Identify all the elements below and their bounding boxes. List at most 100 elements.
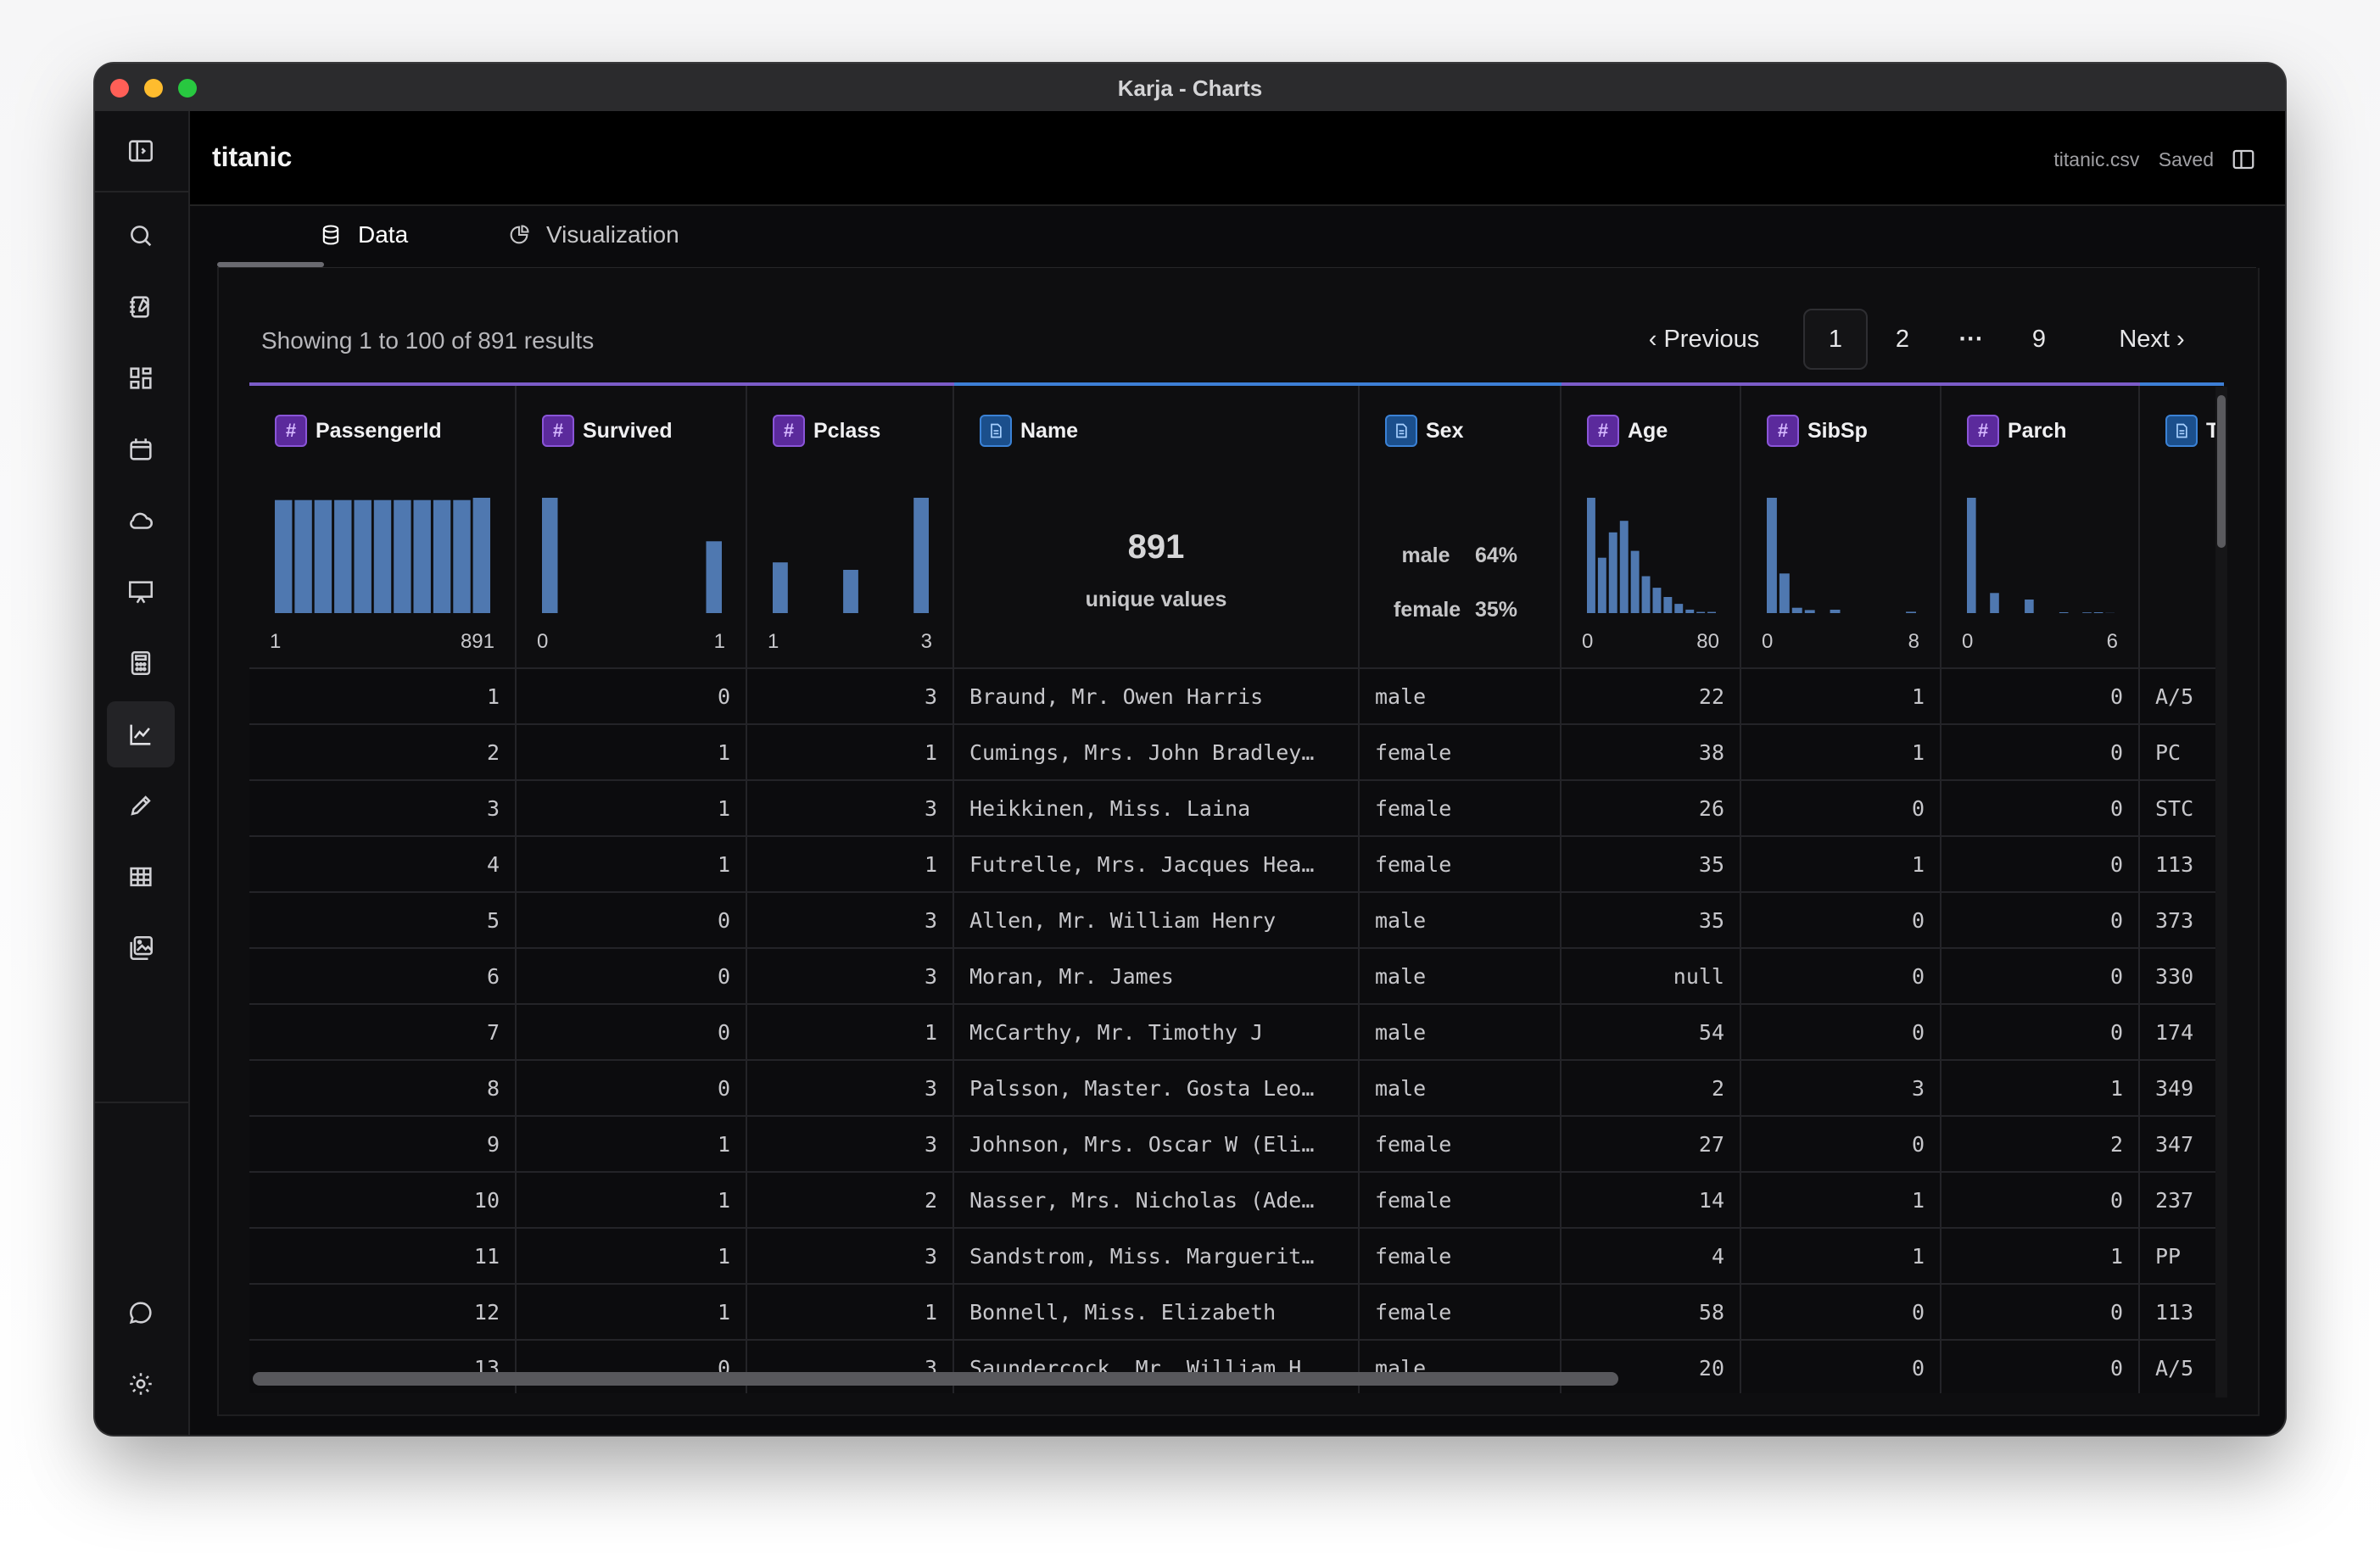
- table-cell[interactable]: 1: [516, 1284, 747, 1341]
- table-cell[interactable]: 1: [516, 780, 747, 837]
- table-cell[interactable]: PP: [2139, 1228, 2224, 1285]
- table-cell[interactable]: A/5: [2139, 1340, 2224, 1393]
- table-cell[interactable]: 3: [746, 892, 954, 949]
- sidebar-item-cloud[interactable]: [107, 488, 175, 554]
- table-cell[interactable]: 11: [249, 1228, 517, 1285]
- table-cell[interactable]: 0: [1740, 1004, 1941, 1061]
- table-cell[interactable]: 1: [1941, 1228, 2140, 1285]
- table-cell[interactable]: 0: [1740, 948, 1941, 1005]
- column-header[interactable]: Ticket: [2139, 382, 2224, 669]
- table-cell[interactable]: 373: [2139, 892, 2224, 949]
- table-cell[interactable]: 113: [2139, 1284, 2224, 1341]
- table-cell[interactable]: 4: [249, 836, 517, 893]
- table-cell[interactable]: 0: [1941, 1284, 2140, 1341]
- table-cell[interactable]: 0: [1740, 1116, 1941, 1173]
- previous-page-button[interactable]: ‹ Previous: [1623, 309, 1785, 370]
- table-cell[interactable]: male: [1359, 892, 1562, 949]
- table-cell[interactable]: female: [1359, 1284, 1562, 1341]
- table-cell[interactable]: male: [1359, 948, 1562, 1005]
- table-cell[interactable]: 0: [1941, 948, 2140, 1005]
- next-page-button[interactable]: Next ›: [2088, 309, 2215, 370]
- table-cell[interactable]: 2: [746, 1172, 954, 1229]
- table-cell[interactable]: 3: [746, 780, 954, 837]
- table-row[interactable]: 6 0 3 Moran, Mr. James male null 0 0 330: [249, 948, 2224, 1005]
- table-cell[interactable]: 1: [516, 724, 747, 781]
- sidebar-item-search[interactable]: [107, 203, 175, 269]
- table-cell[interactable]: 1: [1740, 668, 1941, 725]
- table-cell[interactable]: Sandstrom, Miss. Marguerit…: [953, 1228, 1360, 1285]
- minimize-window-button[interactable]: [144, 79, 163, 98]
- table-cell[interactable]: 1: [1740, 836, 1941, 893]
- table-cell[interactable]: 0: [1941, 724, 2140, 781]
- table-cell[interactable]: 0: [516, 1004, 747, 1061]
- column-header[interactable]: # Parch 0 6: [1941, 382, 2140, 669]
- table-row[interactable]: 3 1 3 Heikkinen, Miss. Laina female 26 0 0 STC: [249, 780, 2224, 837]
- table-cell[interactable]: Futrelle, Mrs. Jacques Hea…: [953, 836, 1360, 893]
- table-cell[interactable]: 0: [516, 668, 747, 725]
- sidebar-item-settings[interactable]: [107, 1351, 175, 1417]
- column-header[interactable]: # Pclass 1 3: [746, 382, 954, 669]
- table-cell[interactable]: 54: [1561, 1004, 1741, 1061]
- tab-visualization[interactable]: Visualization: [507, 221, 679, 265]
- horizontal-scroll-thumb[interactable]: [253, 1372, 1618, 1386]
- table-cell[interactable]: Bonnell, Miss. Elizabeth: [953, 1284, 1360, 1341]
- table-cell[interactable]: 0: [1941, 668, 2140, 725]
- table-cell[interactable]: 1: [1740, 1172, 1941, 1229]
- table-cell[interactable]: 1: [746, 1004, 954, 1061]
- table-cell[interactable]: 1: [746, 836, 954, 893]
- table-cell[interactable]: 1: [1941, 1060, 2140, 1117]
- table-cell[interactable]: 5: [249, 892, 517, 949]
- table-cell[interactable]: 0: [1941, 836, 2140, 893]
- table-cell[interactable]: null: [1561, 948, 1741, 1005]
- table-row[interactable]: 5 0 3 Allen, Mr. William Henry male 35 0 0 373: [249, 892, 2224, 949]
- table-cell[interactable]: Palsson, Master. Gosta Leo…: [953, 1060, 1360, 1117]
- table-cell[interactable]: 0: [1941, 780, 2140, 837]
- sidebar-item-charts[interactable]: [107, 701, 175, 767]
- table-cell[interactable]: 330: [2139, 948, 2224, 1005]
- table-cell[interactable]: 0: [516, 1060, 747, 1117]
- panel-toggle-icon[interactable]: [2231, 147, 2256, 172]
- table-cell[interactable]: 1: [516, 1228, 747, 1285]
- table-cell[interactable]: McCarthy, Mr. Timothy J: [953, 1004, 1360, 1061]
- table-cell[interactable]: male: [1359, 668, 1562, 725]
- table-cell[interactable]: STC: [2139, 780, 2224, 837]
- sidebar-item-chat[interactable]: [107, 1280, 175, 1346]
- table-cell[interactable]: 9: [249, 1116, 517, 1173]
- column-header[interactable]: # Survived 0 1: [516, 382, 747, 669]
- table-cell[interactable]: 1: [249, 668, 517, 725]
- table-cell[interactable]: male: [1359, 1060, 1562, 1117]
- table-row[interactable]: 1 0 3 Braund, Mr. Owen Harris male 22 1 0 A/5: [249, 668, 2224, 725]
- table-cell[interactable]: 38: [1561, 724, 1741, 781]
- sidebar-toggle-button[interactable]: [107, 118, 175, 184]
- table-cell[interactable]: Nasser, Mrs. Nicholas (Ade…: [953, 1172, 1360, 1229]
- table-row[interactable]: 2 1 1 Cumings, Mrs. John Bradley… female 38 1 0…: [249, 724, 2224, 781]
- table-cell[interactable]: A/5: [2139, 668, 2224, 725]
- sidebar-item-calendar[interactable]: [107, 416, 175, 483]
- table-cell[interactable]: 0: [1740, 780, 1941, 837]
- table-cell[interactable]: 35: [1561, 836, 1741, 893]
- column-header[interactable]: Sex male 64% female 35%: [1359, 382, 1562, 669]
- table-cell[interactable]: 20: [1561, 1340, 1741, 1393]
- table-cell[interactable]: 0: [1740, 1284, 1941, 1341]
- close-window-button[interactable]: [110, 79, 129, 98]
- table-row[interactable]: 12 1 1 Bonnell, Miss. Elizabeth female 58 0 0 11…: [249, 1284, 2224, 1341]
- sidebar-item-calculator[interactable]: [107, 630, 175, 696]
- table-cell[interactable]: 113: [2139, 836, 2224, 893]
- table-cell[interactable]: 0: [1941, 1004, 2140, 1061]
- table-cell[interactable]: 2: [1561, 1060, 1741, 1117]
- table-cell[interactable]: PC: [2139, 724, 2224, 781]
- sidebar-item-dashboard[interactable]: [107, 345, 175, 411]
- table-cell[interactable]: 3: [1740, 1060, 1941, 1117]
- tab-data[interactable]: Data: [319, 221, 408, 265]
- table-cell[interactable]: 1: [516, 1116, 747, 1173]
- table-cell[interactable]: 4: [1561, 1228, 1741, 1285]
- table-cell[interactable]: 1: [516, 1172, 747, 1229]
- column-header[interactable]: # SibSp 0 8: [1740, 382, 1941, 669]
- table-row[interactable]: 9 1 3 Johnson, Mrs. Oscar W (Eli… female 27 0 2…: [249, 1116, 2224, 1173]
- page-1-button[interactable]: 1: [1803, 309, 1868, 370]
- table-cell[interactable]: 1: [516, 836, 747, 893]
- table-cell[interactable]: 2: [249, 724, 517, 781]
- table-cell[interactable]: 3: [746, 948, 954, 1005]
- table-cell[interactable]: female: [1359, 836, 1562, 893]
- sidebar-item-presentation[interactable]: [107, 559, 175, 625]
